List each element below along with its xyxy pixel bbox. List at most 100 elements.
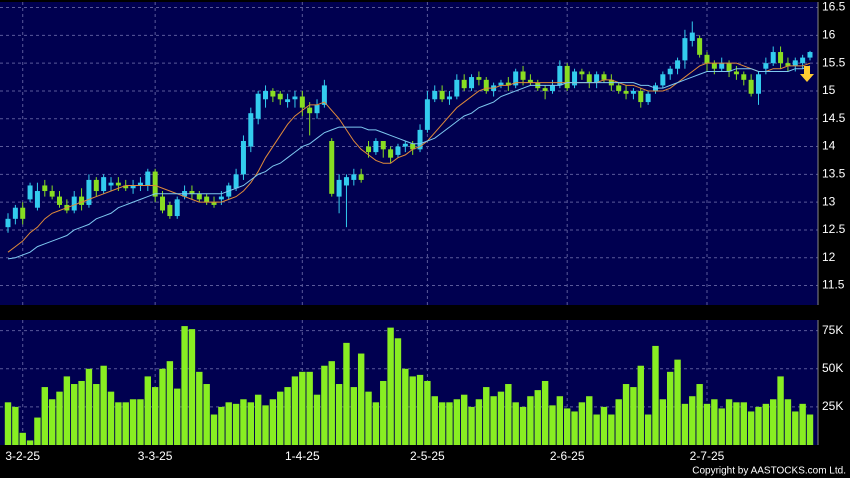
candle-body bbox=[726, 63, 732, 72]
candle-body bbox=[233, 174, 239, 189]
volume-bar bbox=[19, 432, 26, 445]
candle-body bbox=[667, 68, 673, 75]
volume-bar bbox=[188, 329, 196, 445]
volume-bar bbox=[78, 380, 85, 445]
candle-body bbox=[513, 71, 519, 86]
candle-body bbox=[115, 182, 121, 186]
candle-body bbox=[42, 185, 48, 192]
volume-bar bbox=[122, 402, 129, 445]
candle-body bbox=[476, 77, 482, 80]
volume-bar bbox=[328, 361, 335, 445]
candle-body bbox=[145, 171, 151, 186]
volume-bar bbox=[41, 387, 48, 445]
candle-body bbox=[807, 52, 813, 58]
volume-bar bbox=[770, 399, 777, 445]
y-tick-label: 13.5 bbox=[822, 167, 846, 181]
y-tick-label: 15 bbox=[822, 83, 836, 97]
candle-body bbox=[34, 191, 40, 208]
volume-bar bbox=[600, 406, 608, 445]
candle-body bbox=[27, 185, 33, 200]
candle-body bbox=[395, 146, 401, 155]
volume-bar bbox=[159, 368, 166, 445]
candle-body bbox=[542, 88, 548, 91]
volume-bar bbox=[711, 399, 718, 445]
candle-body bbox=[358, 174, 364, 180]
copyright: Copyright by AASTOCKS.com Ltd. bbox=[692, 466, 846, 477]
volume-bar bbox=[115, 402, 122, 445]
candle-body bbox=[682, 38, 688, 61]
candle-body bbox=[93, 179, 99, 192]
candle-body bbox=[388, 149, 394, 158]
volume-bar bbox=[490, 396, 497, 445]
volume-bar bbox=[372, 402, 380, 445]
candle-body bbox=[704, 54, 710, 64]
volume-bar bbox=[541, 380, 549, 445]
candle-body bbox=[586, 74, 592, 83]
volume-bar bbox=[563, 408, 571, 445]
volume-bar bbox=[733, 402, 740, 445]
volume-bar bbox=[380, 380, 387, 445]
volume-bar bbox=[593, 414, 600, 445]
volume-bar bbox=[247, 402, 255, 445]
candle-body bbox=[211, 202, 217, 205]
volume-bar bbox=[431, 396, 438, 445]
y-tick-label: 14 bbox=[822, 139, 836, 153]
candle-body bbox=[101, 177, 107, 192]
x-tick-label: 2-5-25 bbox=[410, 449, 445, 463]
candle-body bbox=[196, 193, 202, 200]
volume-bar bbox=[644, 414, 652, 445]
volume-bar bbox=[689, 396, 696, 445]
candle-body bbox=[594, 74, 600, 83]
moving-average-line bbox=[7, 65, 811, 260]
volume-bar bbox=[262, 405, 269, 445]
candle-body bbox=[800, 57, 806, 64]
volume-bar bbox=[468, 406, 475, 445]
volume-bar bbox=[681, 403, 689, 445]
volume-bar bbox=[747, 411, 755, 445]
volume-bar bbox=[26, 440, 34, 445]
candle-body bbox=[373, 140, 379, 153]
candle-body bbox=[314, 104, 320, 114]
volume-bar bbox=[34, 417, 41, 445]
candle-body bbox=[307, 107, 313, 114]
candle-body bbox=[741, 74, 747, 80]
volume-bar bbox=[166, 361, 174, 445]
candle-body bbox=[469, 77, 475, 89]
volume-bar bbox=[667, 371, 674, 445]
candle-body bbox=[292, 96, 298, 100]
volume-bar bbox=[357, 353, 365, 445]
volume-bar bbox=[306, 371, 313, 445]
candle-body bbox=[498, 82, 504, 86]
candle-body bbox=[778, 52, 784, 64]
candle-body bbox=[380, 140, 386, 150]
candle-body bbox=[86, 179, 92, 205]
y-tick-label: 14.5 bbox=[822, 111, 846, 125]
y-tick-label: 25K bbox=[822, 399, 843, 413]
y-tick-label: 13 bbox=[822, 194, 836, 208]
candle-body bbox=[336, 179, 342, 197]
volume-panel bbox=[0, 320, 818, 445]
candle-body bbox=[277, 93, 283, 100]
candle-body bbox=[366, 146, 372, 153]
candle-body bbox=[108, 182, 114, 186]
volume-bar bbox=[254, 394, 262, 445]
candle-body bbox=[645, 93, 651, 103]
volume-bar bbox=[85, 368, 93, 445]
candle-body bbox=[520, 71, 526, 80]
volume-bar bbox=[652, 345, 659, 445]
y-tick-label: 12 bbox=[822, 250, 836, 264]
candle-body bbox=[130, 185, 136, 189]
volume-bar bbox=[696, 384, 703, 445]
y-tick-label: 75K bbox=[822, 323, 843, 337]
volume-bar bbox=[475, 399, 483, 445]
volume-bar bbox=[181, 326, 188, 445]
candle-body bbox=[748, 79, 754, 94]
volume-bar bbox=[453, 399, 461, 445]
x-tick-label: 2-6-25 bbox=[550, 449, 585, 463]
candle-body bbox=[299, 96, 305, 108]
volume-bar bbox=[630, 387, 637, 445]
volume-bar bbox=[622, 384, 630, 445]
candle-body bbox=[432, 90, 438, 100]
volume-bar bbox=[321, 365, 328, 445]
